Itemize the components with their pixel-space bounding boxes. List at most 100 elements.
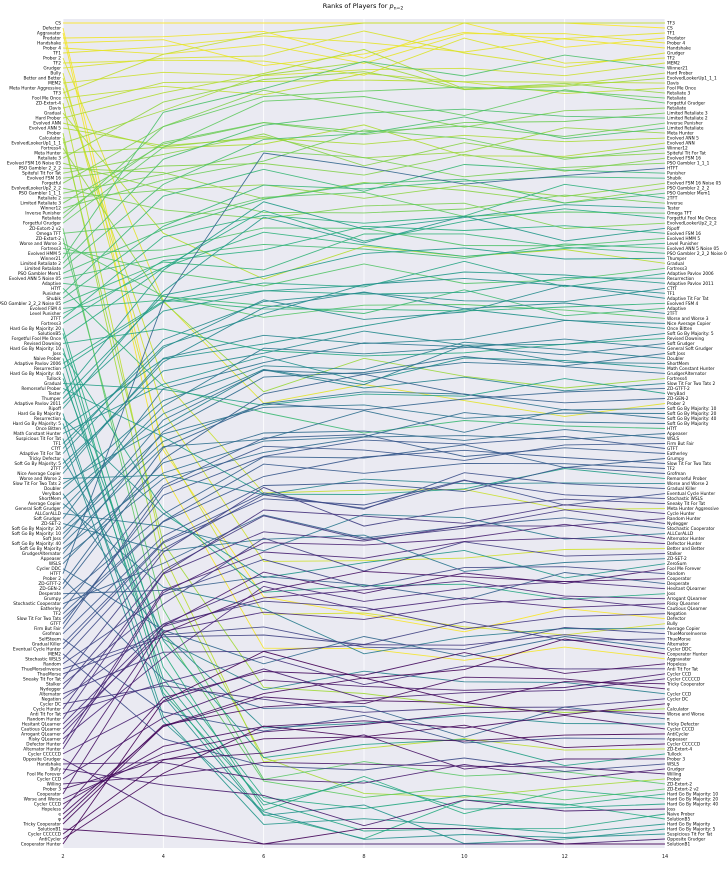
series-line-122 (62, 466, 666, 635)
x-tick-label: 12 (561, 854, 567, 860)
right-rank-label: Hard Go By Majority (667, 821, 711, 827)
right-rank-label: Hard Prober (667, 71, 693, 77)
right-rank-label: Hard Go By Majority: 40 (667, 801, 718, 807)
right-rank-label: Soft Go By Majority: 10 (667, 406, 717, 412)
left-rank-label: Gradual Killer (32, 641, 61, 647)
right-rank-label: Soft Grudger (667, 341, 695, 347)
right-rank-label: Retaliate 3 (667, 91, 690, 97)
series-line-149 (62, 768, 666, 827)
left-rank-label: Adaptive Pavlov 2011 (14, 401, 61, 407)
left-rank-label: e (58, 812, 61, 817)
left-rank-label: Hard Go By Majority: 5 (13, 421, 62, 427)
series-line-8 (62, 37, 666, 76)
right-rank-label: Calculator (667, 706, 689, 712)
series-line-118 (62, 462, 666, 615)
chart-title: Ranks of Players for pn=2 (323, 2, 404, 12)
right-rank-label: Math Constant Hunter (667, 366, 715, 372)
series-line-100 (62, 523, 666, 572)
series-line-4 (62, 31, 666, 67)
left-rank-label: Tricky Cooperator (22, 821, 61, 827)
series-line-35 (62, 189, 666, 214)
right-rank-label: Anti Tit For Tat (667, 666, 698, 672)
left-rank-label: Winner21 (40, 256, 61, 262)
right-rank-label: Adaptive (667, 306, 686, 312)
right-rank-label: Adaptive Pavlov 2011 (667, 281, 714, 287)
series-line-15 (62, 73, 666, 99)
left-rank-label: EvolvedLookerUp1_1_1 (11, 141, 61, 147)
left-rank-label: Ripoff (49, 406, 63, 412)
series-line-151 (62, 673, 666, 780)
right-rank-label: Grofman (667, 471, 686, 477)
left-rank-label: Forgetful Fool Me Once (12, 336, 62, 342)
left-rank-label: Joss (52, 351, 62, 357)
left-rank-label: Tricky Defector (28, 456, 61, 462)
series-line-56 (62, 233, 666, 304)
series-line-133 (62, 509, 666, 690)
right-rank-label: Retaliate (667, 96, 686, 102)
series-line-131 (62, 486, 666, 680)
left-rank-label: Forgetful Grudger (23, 221, 61, 227)
series-line-76 (62, 271, 666, 404)
right-rank-label: ZeroSum (667, 561, 687, 567)
left-rank-label: ZD-Extort-2 (36, 236, 61, 242)
x-tick-label: 6 (262, 854, 265, 860)
left-rank-label: Cycler CCD (37, 776, 62, 782)
right-rank-label: Grumpy (667, 456, 685, 462)
left-rank-label: ZD-Extort-2 v2 (29, 226, 61, 232)
right-rank-label: Prober 4 (667, 41, 685, 47)
left-rank-label: Doubler (44, 486, 61, 492)
series-line-88 (62, 330, 666, 464)
right-rank-label: Hard Go By Majority: 10 (667, 791, 718, 797)
series-line-39 (62, 86, 666, 219)
series-line-154 (62, 570, 666, 795)
left-rank-label: Fool Me Once (32, 96, 61, 102)
series-line-101 (62, 404, 666, 529)
right-rank-label: ZD-SET-2 (667, 556, 687, 562)
left-rank-label: Stochastic WSLS (25, 656, 61, 662)
left-rank-label: Prober (47, 131, 61, 137)
series-line-33 (62, 187, 666, 229)
right-rank-label: Ripoff (667, 226, 681, 232)
right-rank-label: Evolved FSM 16 (667, 156, 701, 162)
right-rank-label: Handshake (667, 46, 691, 52)
series-line-144 (62, 537, 666, 745)
series-line-73 (62, 387, 666, 495)
right-rank-label: Predator (667, 36, 686, 42)
series-line-21 (62, 127, 666, 147)
right-rank-label: Gradual Killer (667, 486, 696, 492)
right-rank-label: GrudgerAlternator (667, 371, 707, 377)
left-rank-label: Naive Prober (33, 356, 61, 362)
series-line-129 (62, 626, 666, 670)
right-rank-label: Davis (667, 81, 680, 87)
right-rank-label: Worse and Worse 3 (667, 316, 709, 322)
series-line-104 (62, 408, 666, 544)
series-line-65 (62, 348, 666, 810)
series-line-116 (62, 514, 666, 605)
left-rank-label: Adaptive Tit For Tat (20, 451, 62, 457)
series-line-36 (62, 112, 666, 204)
left-rank-label: Stalker (46, 681, 61, 687)
left-rank-label: Tester (47, 391, 61, 397)
series-line-123 (62, 638, 666, 744)
series-line-12 (62, 62, 666, 84)
right-rank-label: PSO Gambler Mem1 (667, 191, 710, 197)
left-rank-label: Slow Tit For Two Tats 2 (13, 481, 62, 487)
right-rank-label: EvolvedLookerUp1_1_1 (667, 76, 717, 82)
left-rank-label: Hard Go By Majority: 40 (10, 371, 61, 377)
series-line-152 (62, 761, 666, 785)
right-rank-label: Stochastic WSLS (667, 496, 703, 502)
left-rank-label: Soft Go By Majority: 10 (12, 531, 62, 537)
left-rank-label: Appeaser (41, 556, 62, 562)
right-rank-label: WSLS (667, 761, 679, 767)
right-rank-label: PSO Gambler 2_2_2 (667, 186, 710, 192)
right-rank-label: Winner12 (667, 146, 688, 152)
left-rank-label: Evolved HMM 5 (28, 251, 61, 257)
left-rank-label: Desperate (39, 591, 62, 597)
right-rank-label: Hard Go By Majority: 5 (667, 826, 716, 832)
left-rank-label: Evolved ANN 5 (29, 126, 61, 132)
left-rank-label: Cycle Hunter (33, 706, 61, 712)
series-line-91 (62, 474, 666, 496)
series-line-139 (62, 518, 666, 720)
right-rank-label: SolutionB1 (667, 842, 690, 848)
